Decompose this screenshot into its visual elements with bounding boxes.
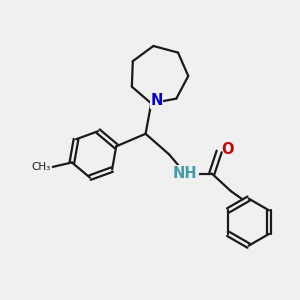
Text: CH₃: CH₃ <box>31 162 50 172</box>
Text: O: O <box>221 142 234 157</box>
Text: NH: NH <box>173 166 198 181</box>
Text: N: N <box>150 93 163 108</box>
